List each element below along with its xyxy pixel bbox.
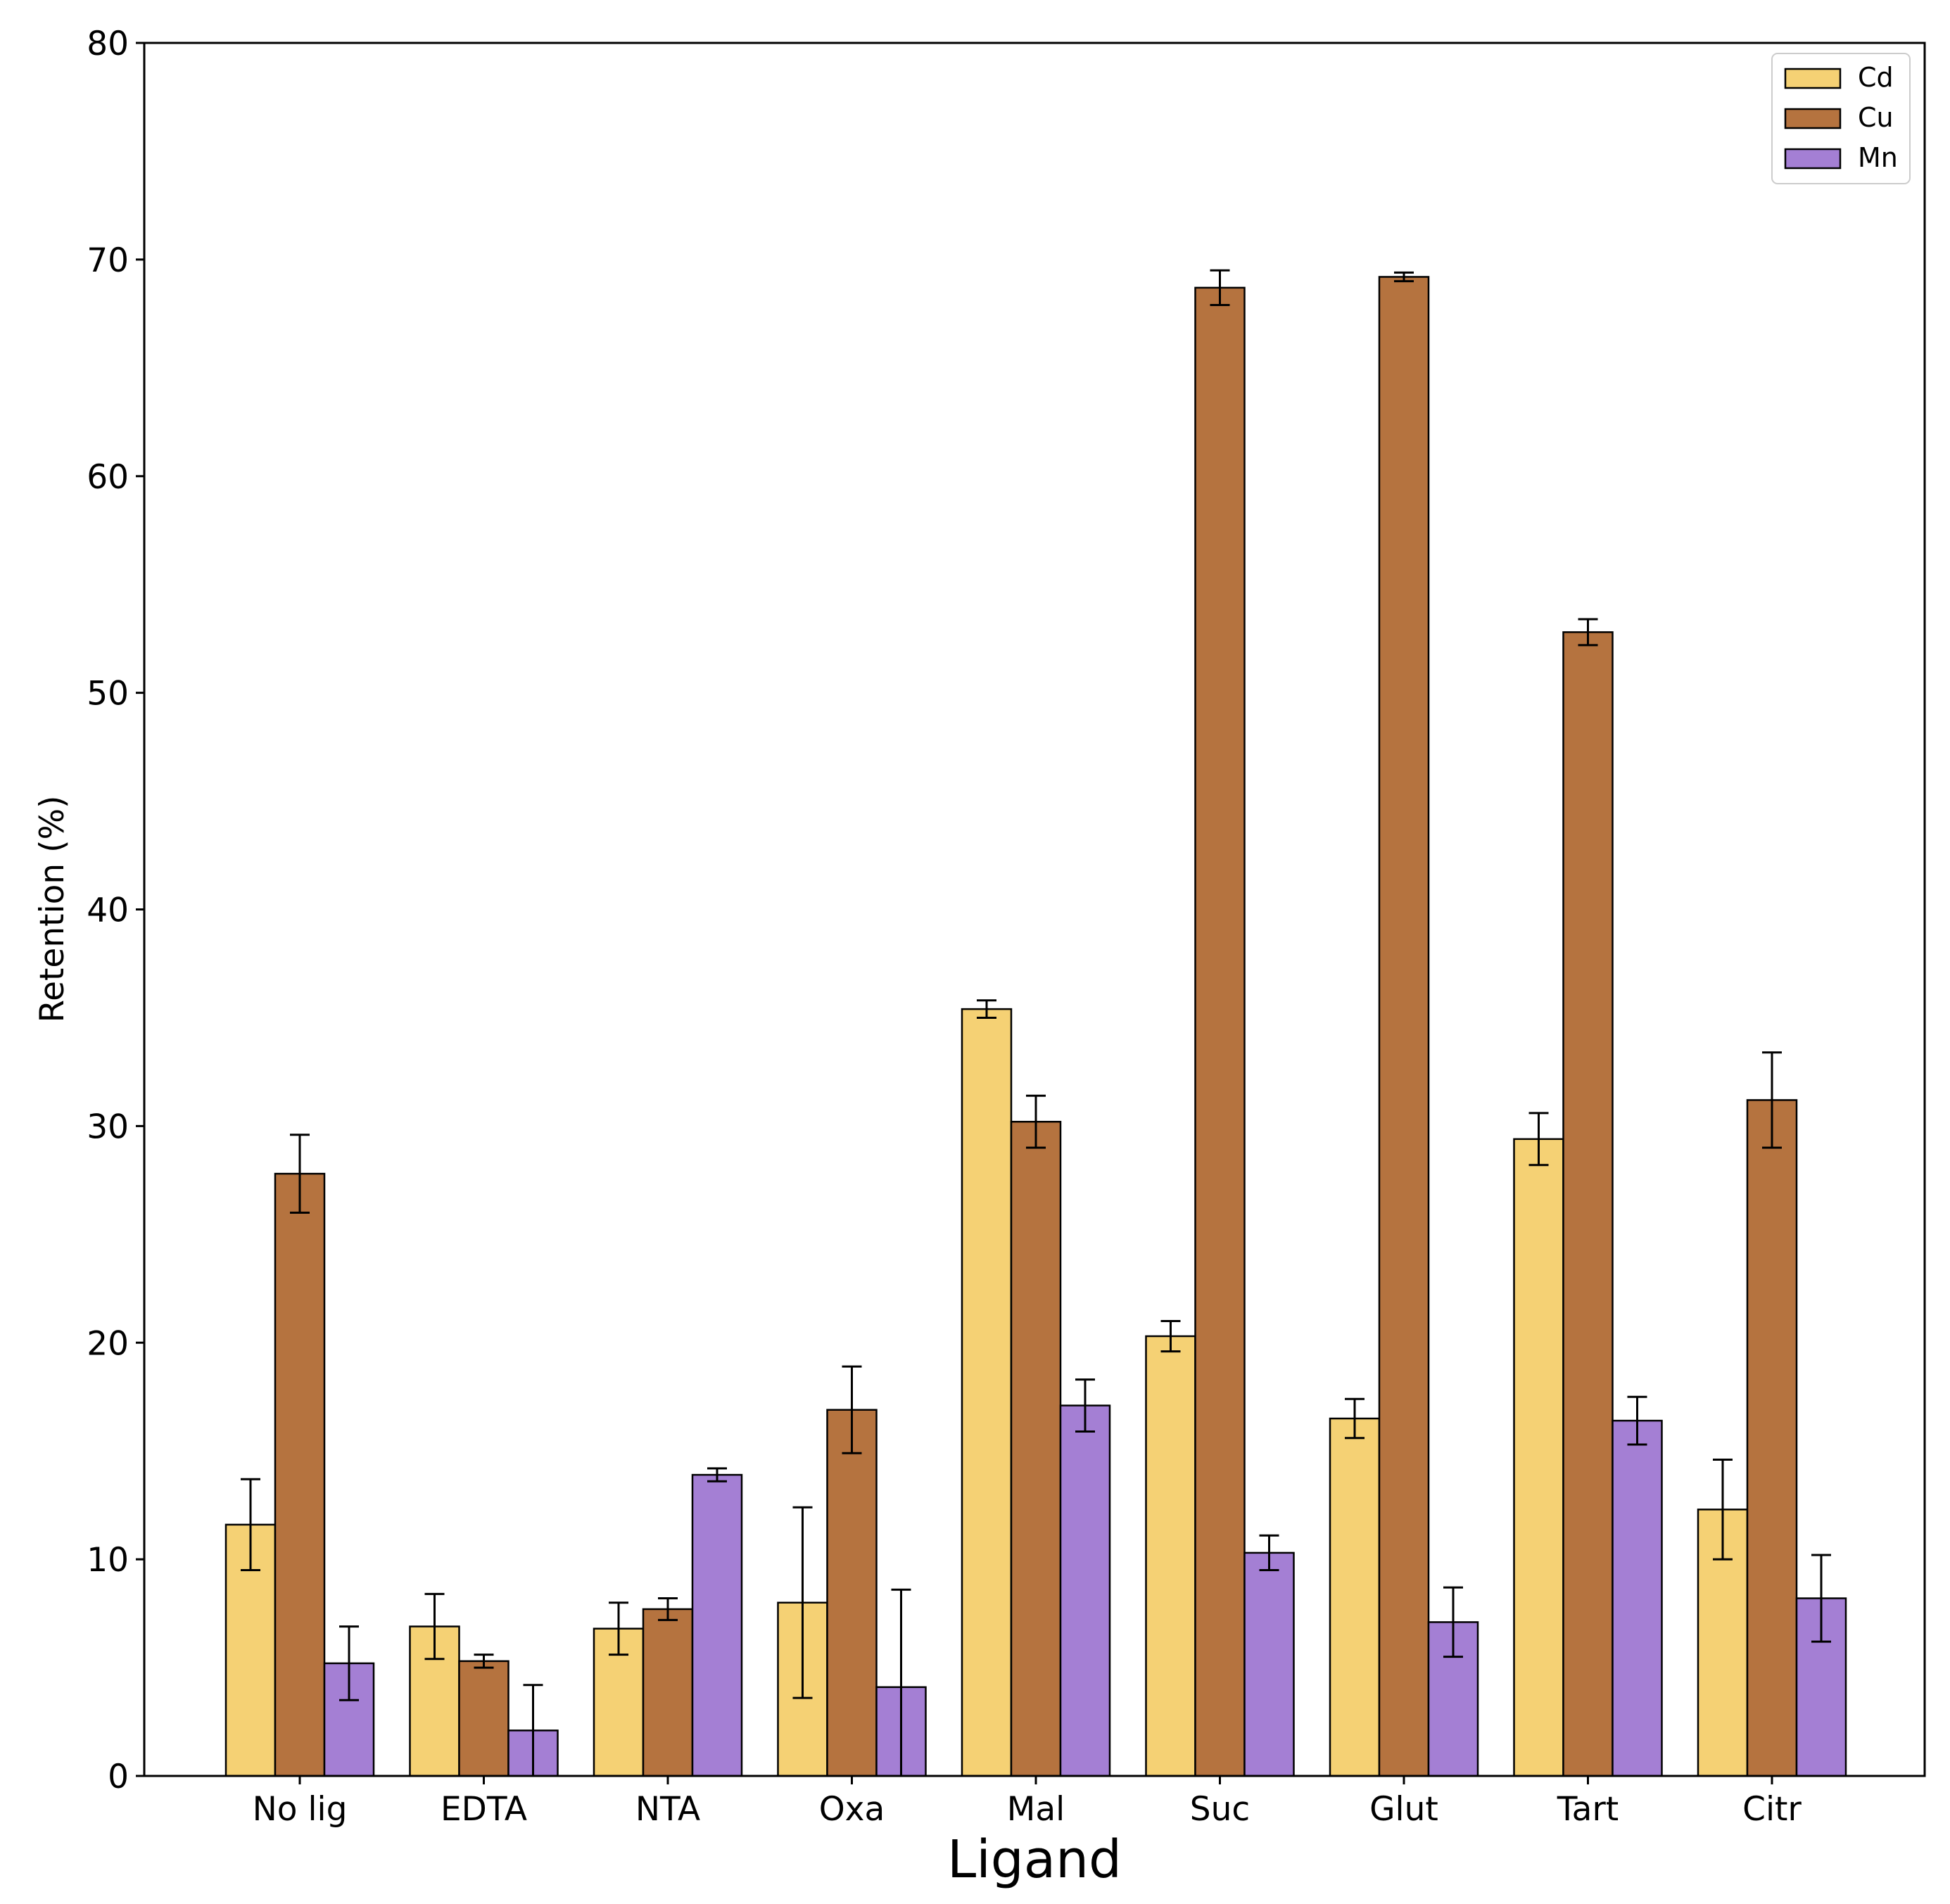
error-bar-cd-no-lig — [241, 1478, 260, 1572]
legend-swatch — [1784, 108, 1842, 129]
bar-cu-mal — [1010, 1120, 1062, 1777]
legend-item-mn: Mn — [1784, 142, 1898, 173]
y-tick-label: 70 — [87, 241, 129, 280]
error-bar-mn-tart — [1627, 1395, 1647, 1446]
error-bar-cu-suc — [1210, 269, 1230, 307]
bar-cu-oxa — [826, 1409, 878, 1777]
error-bar-cd-suc — [1160, 1319, 1181, 1353]
bar-cu-nta — [642, 1608, 694, 1777]
y-tick-label: 20 — [87, 1324, 129, 1363]
error-bar-cd-citr — [1713, 1459, 1733, 1561]
legend-label: Cd — [1858, 62, 1894, 93]
bar-cu-tart — [1562, 631, 1614, 1777]
error-bar-cd-edta — [424, 1592, 445, 1661]
bar-cd-mal — [961, 1008, 1013, 1777]
bar-mn-suc — [1243, 1551, 1295, 1777]
bar-cu-citr — [1746, 1099, 1798, 1777]
error-bar-mn-citr — [1811, 1554, 1831, 1643]
legend-label: Cu — [1858, 102, 1894, 133]
legend: Cd Cu Mn — [1771, 53, 1911, 184]
error-bar-mn-glut — [1443, 1586, 1463, 1658]
bar-cu-edta — [458, 1660, 509, 1777]
legend-item-cd: Cd — [1784, 62, 1894, 93]
y-axis-title: Retention (%) — [33, 796, 72, 1023]
error-bar-cu-citr — [1762, 1051, 1782, 1149]
y-tick-label: 10 — [87, 1541, 129, 1580]
legend-swatch — [1784, 148, 1842, 170]
bar-mn-mal — [1059, 1404, 1111, 1777]
y-tick-label: 50 — [87, 675, 129, 713]
error-bar-cd-nta — [609, 1601, 628, 1656]
error-bar-cu-edta — [474, 1654, 494, 1669]
error-bar-cd-tart — [1528, 1112, 1549, 1167]
legend-item-cu: Cu — [1784, 102, 1894, 133]
x-tick-label: Suc — [1190, 1790, 1250, 1829]
error-bar-cu-glut — [1394, 271, 1414, 283]
error-bar-cd-oxa — [792, 1506, 813, 1699]
error-bar-mn-nta — [707, 1467, 727, 1483]
bars-layer — [224, 276, 1847, 1777]
x-tick-label: Mal — [1007, 1790, 1065, 1829]
error-bar-cu-mal — [1026, 1094, 1046, 1149]
bar-cu-glut — [1378, 276, 1430, 1777]
bar-mn-nta — [691, 1473, 743, 1777]
error-bar-mn-mal — [1075, 1378, 1095, 1433]
y-tick-label: 80 — [87, 25, 129, 63]
x-tick-label: No lig — [253, 1790, 348, 1829]
error-bar-cu-tart — [1578, 618, 1598, 647]
error-bar-cu-nta — [658, 1597, 678, 1621]
error-bar-cu-oxa — [842, 1365, 862, 1454]
bar-cu-no-lig — [274, 1172, 326, 1777]
bar-cu-suc — [1194, 286, 1246, 1777]
bar-mn-tart — [1612, 1419, 1663, 1777]
bar-cd-tart — [1513, 1138, 1564, 1777]
x-tick-label: Glut — [1369, 1790, 1438, 1829]
y-tick-label: 0 — [108, 1758, 129, 1796]
error-bar-mn-no-lig — [339, 1625, 359, 1701]
bar-cd-suc — [1145, 1335, 1196, 1777]
error-bar-mn-suc — [1259, 1534, 1279, 1572]
y-axis: 0 10 20 30 40 50 60 70 80 — [87, 25, 144, 1796]
x-tick-label: NTA — [635, 1790, 700, 1829]
x-tick-label: EDTA — [441, 1790, 527, 1829]
x-tick-label: Oxa — [819, 1790, 885, 1829]
y-tick-label: 30 — [87, 1108, 129, 1146]
x-tick-label: Citr — [1742, 1790, 1802, 1829]
bar-cd-glut — [1329, 1417, 1381, 1777]
legend-swatch — [1784, 68, 1842, 89]
error-bar-cd-mal — [977, 999, 996, 1019]
y-tick-label: 60 — [87, 458, 129, 497]
legend-label: Mn — [1858, 142, 1898, 173]
x-tick-label: Tart — [1557, 1790, 1619, 1829]
x-axis-title: Ligand — [947, 1829, 1122, 1890]
x-axis: No lig EDTA NTA Oxa Mal Suc Glut Tart Citr — [253, 1776, 1802, 1829]
y-tick-label: 40 — [87, 891, 129, 930]
error-bar-cu-no-lig — [290, 1134, 310, 1214]
error-bar-cd-glut — [1345, 1397, 1365, 1440]
